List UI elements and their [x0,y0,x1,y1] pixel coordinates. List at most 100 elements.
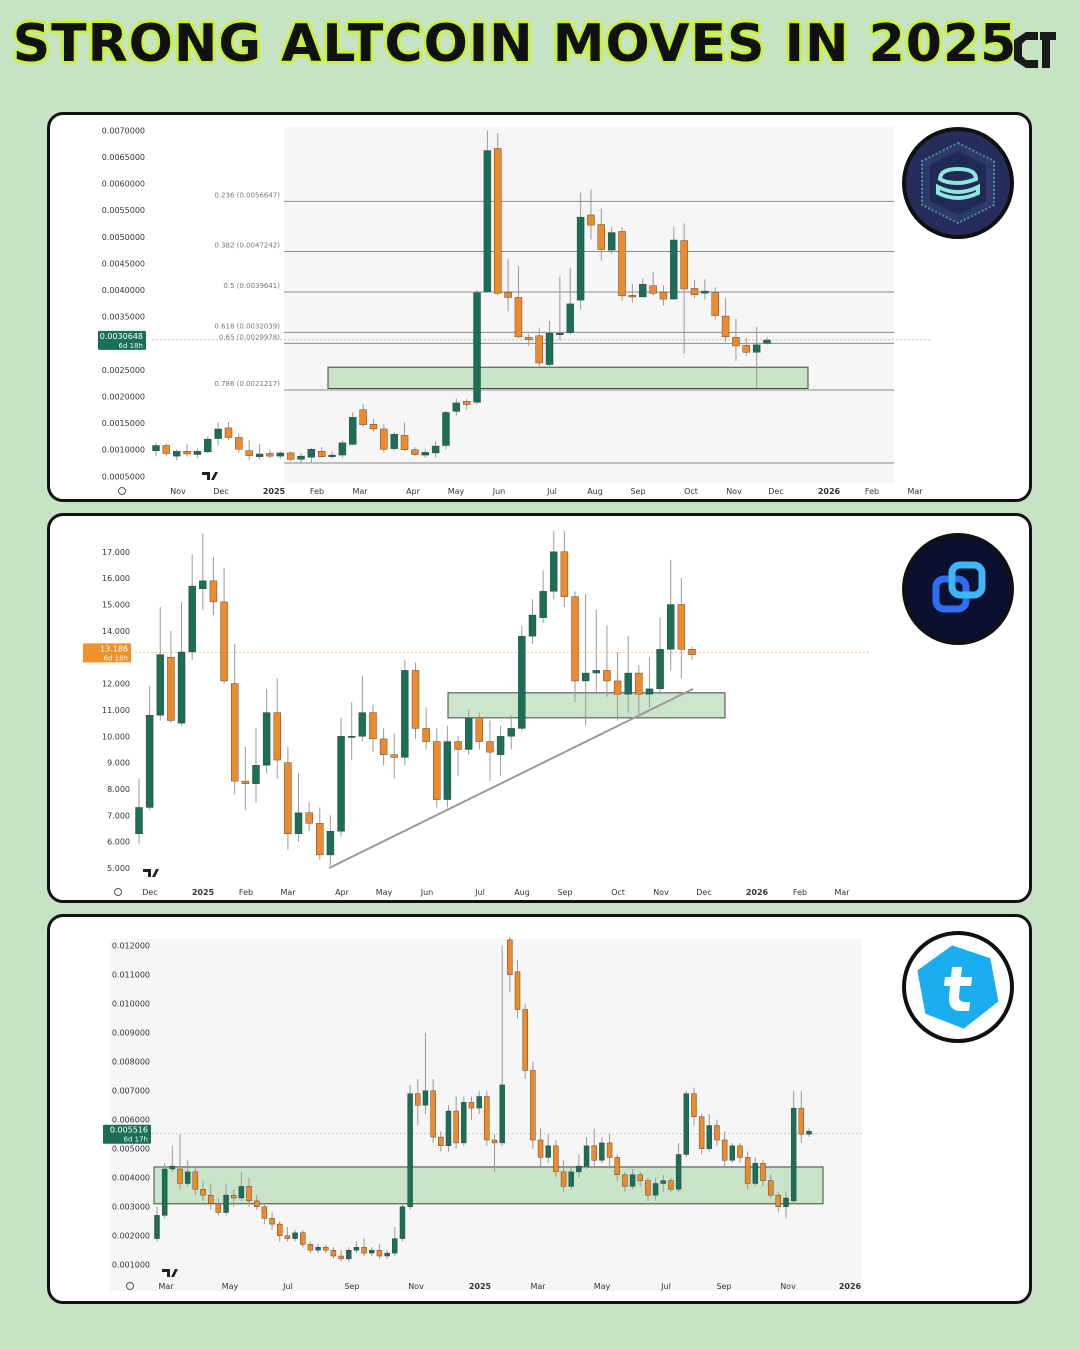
y-tick-label: 9.000 [107,759,130,768]
candle [358,712,367,737]
candle [323,1247,329,1251]
x-tick-label: Feb [865,487,879,496]
y-tick-label: 0.0055000 [102,206,145,215]
candle [145,715,154,808]
candle [618,231,626,297]
y-tick-label: 0.011000 [112,971,150,980]
candle [504,291,512,298]
candle [353,1247,360,1251]
fib-label: 0.236 (0.0056647) [214,191,280,199]
y-tick-label: 10.000 [102,732,130,741]
candle [545,332,554,365]
y-tick-label: 0.010000 [112,1000,150,1009]
y-tick-label: 0.008000 [112,1058,150,1067]
support-zone [447,692,726,719]
candle [161,1168,168,1216]
y-tick-label: 7.000 [107,811,130,820]
chart-panel-2: 17.00016.00015.00014.00013.00012.00011.0… [47,513,1032,903]
candle [453,1110,459,1144]
x-tick-label: Oct [684,487,698,496]
candle [763,339,771,344]
candle [245,450,253,456]
candle [154,1215,160,1239]
candle [680,240,688,290]
fib-label: 0.618 (0.0032039) [214,322,280,330]
candle [461,1102,467,1144]
candle [525,337,533,340]
candle [701,290,709,294]
x-tick-label: Oct [611,888,625,897]
candle [369,1250,375,1254]
fib-label: 0.786 (0.0021217) [214,380,280,388]
candle [246,1186,252,1202]
candle [231,1194,237,1199]
candle [530,1070,536,1141]
candle [483,150,492,292]
y-tick-label: 0.0015000 [102,419,145,428]
candle [337,736,345,832]
candle [528,614,537,637]
price-countdown: 6d 18h [104,654,128,662]
y-tick-label: 14.000 [102,627,130,636]
candle [193,451,202,455]
candle [277,1223,283,1236]
candle [156,654,164,716]
x-tick-label: Sep [716,1282,731,1291]
candle [522,1009,528,1071]
y-tick-label: 5.000 [107,864,130,873]
price-badge [83,643,131,663]
candle [433,741,441,800]
price-label: 0.0030648 [100,332,143,341]
candle [553,1145,559,1173]
candle [224,427,233,438]
candle [338,442,347,456]
x-tick-label: Mar [352,487,368,496]
candle [566,303,574,333]
x-tick-label: Feb [310,487,324,496]
x-tick-label: May [594,1282,611,1291]
y-tick-label: 17.000 [102,548,130,557]
candle [269,1218,275,1225]
candle [711,292,719,316]
candle [535,335,543,364]
candle [775,1194,782,1207]
candle [507,728,515,737]
candle [430,1090,436,1138]
candle [177,651,186,724]
x-tick-label: Sep [630,487,645,496]
trend-line [328,687,694,869]
candle [514,297,523,338]
x-tick-label: Aug [587,487,603,496]
y-tick-label: 0.0045000 [102,259,145,268]
y-tick-label: 0.0065000 [102,153,145,162]
y-tick-label: 0.001000 [112,1261,150,1270]
x-tick-label: Jul [546,487,557,496]
candle [330,1250,337,1257]
candle [476,1096,482,1109]
candle [591,1145,597,1161]
y-tick-label: 0.0070000 [102,126,145,135]
linked-squares-logo-icon [902,533,1014,645]
y-tick-label: 0.0025000 [102,366,145,375]
candle [468,1102,475,1109]
y-tick-label: 0.007000 [112,1087,150,1096]
tradingview-logo-icon [162,1269,178,1277]
candle [235,437,243,450]
candle [603,670,611,682]
candle [737,1145,743,1158]
candle [411,670,420,729]
fib-label: 0.5 (0.0039641) [223,282,280,290]
candle [169,1165,176,1170]
settings-gear-icon [118,487,126,495]
candle [276,452,284,457]
x-tick-label: Mar [158,1282,174,1291]
y-tick-label: 0.006000 [112,1116,150,1125]
candle [346,1250,352,1260]
candle [338,1255,344,1260]
candle [204,438,212,453]
x-tick-label: May [448,487,465,496]
candle [300,1232,306,1245]
candle [760,1162,766,1181]
y-tick-label: 0.002000 [112,1232,150,1241]
candle [670,239,678,300]
